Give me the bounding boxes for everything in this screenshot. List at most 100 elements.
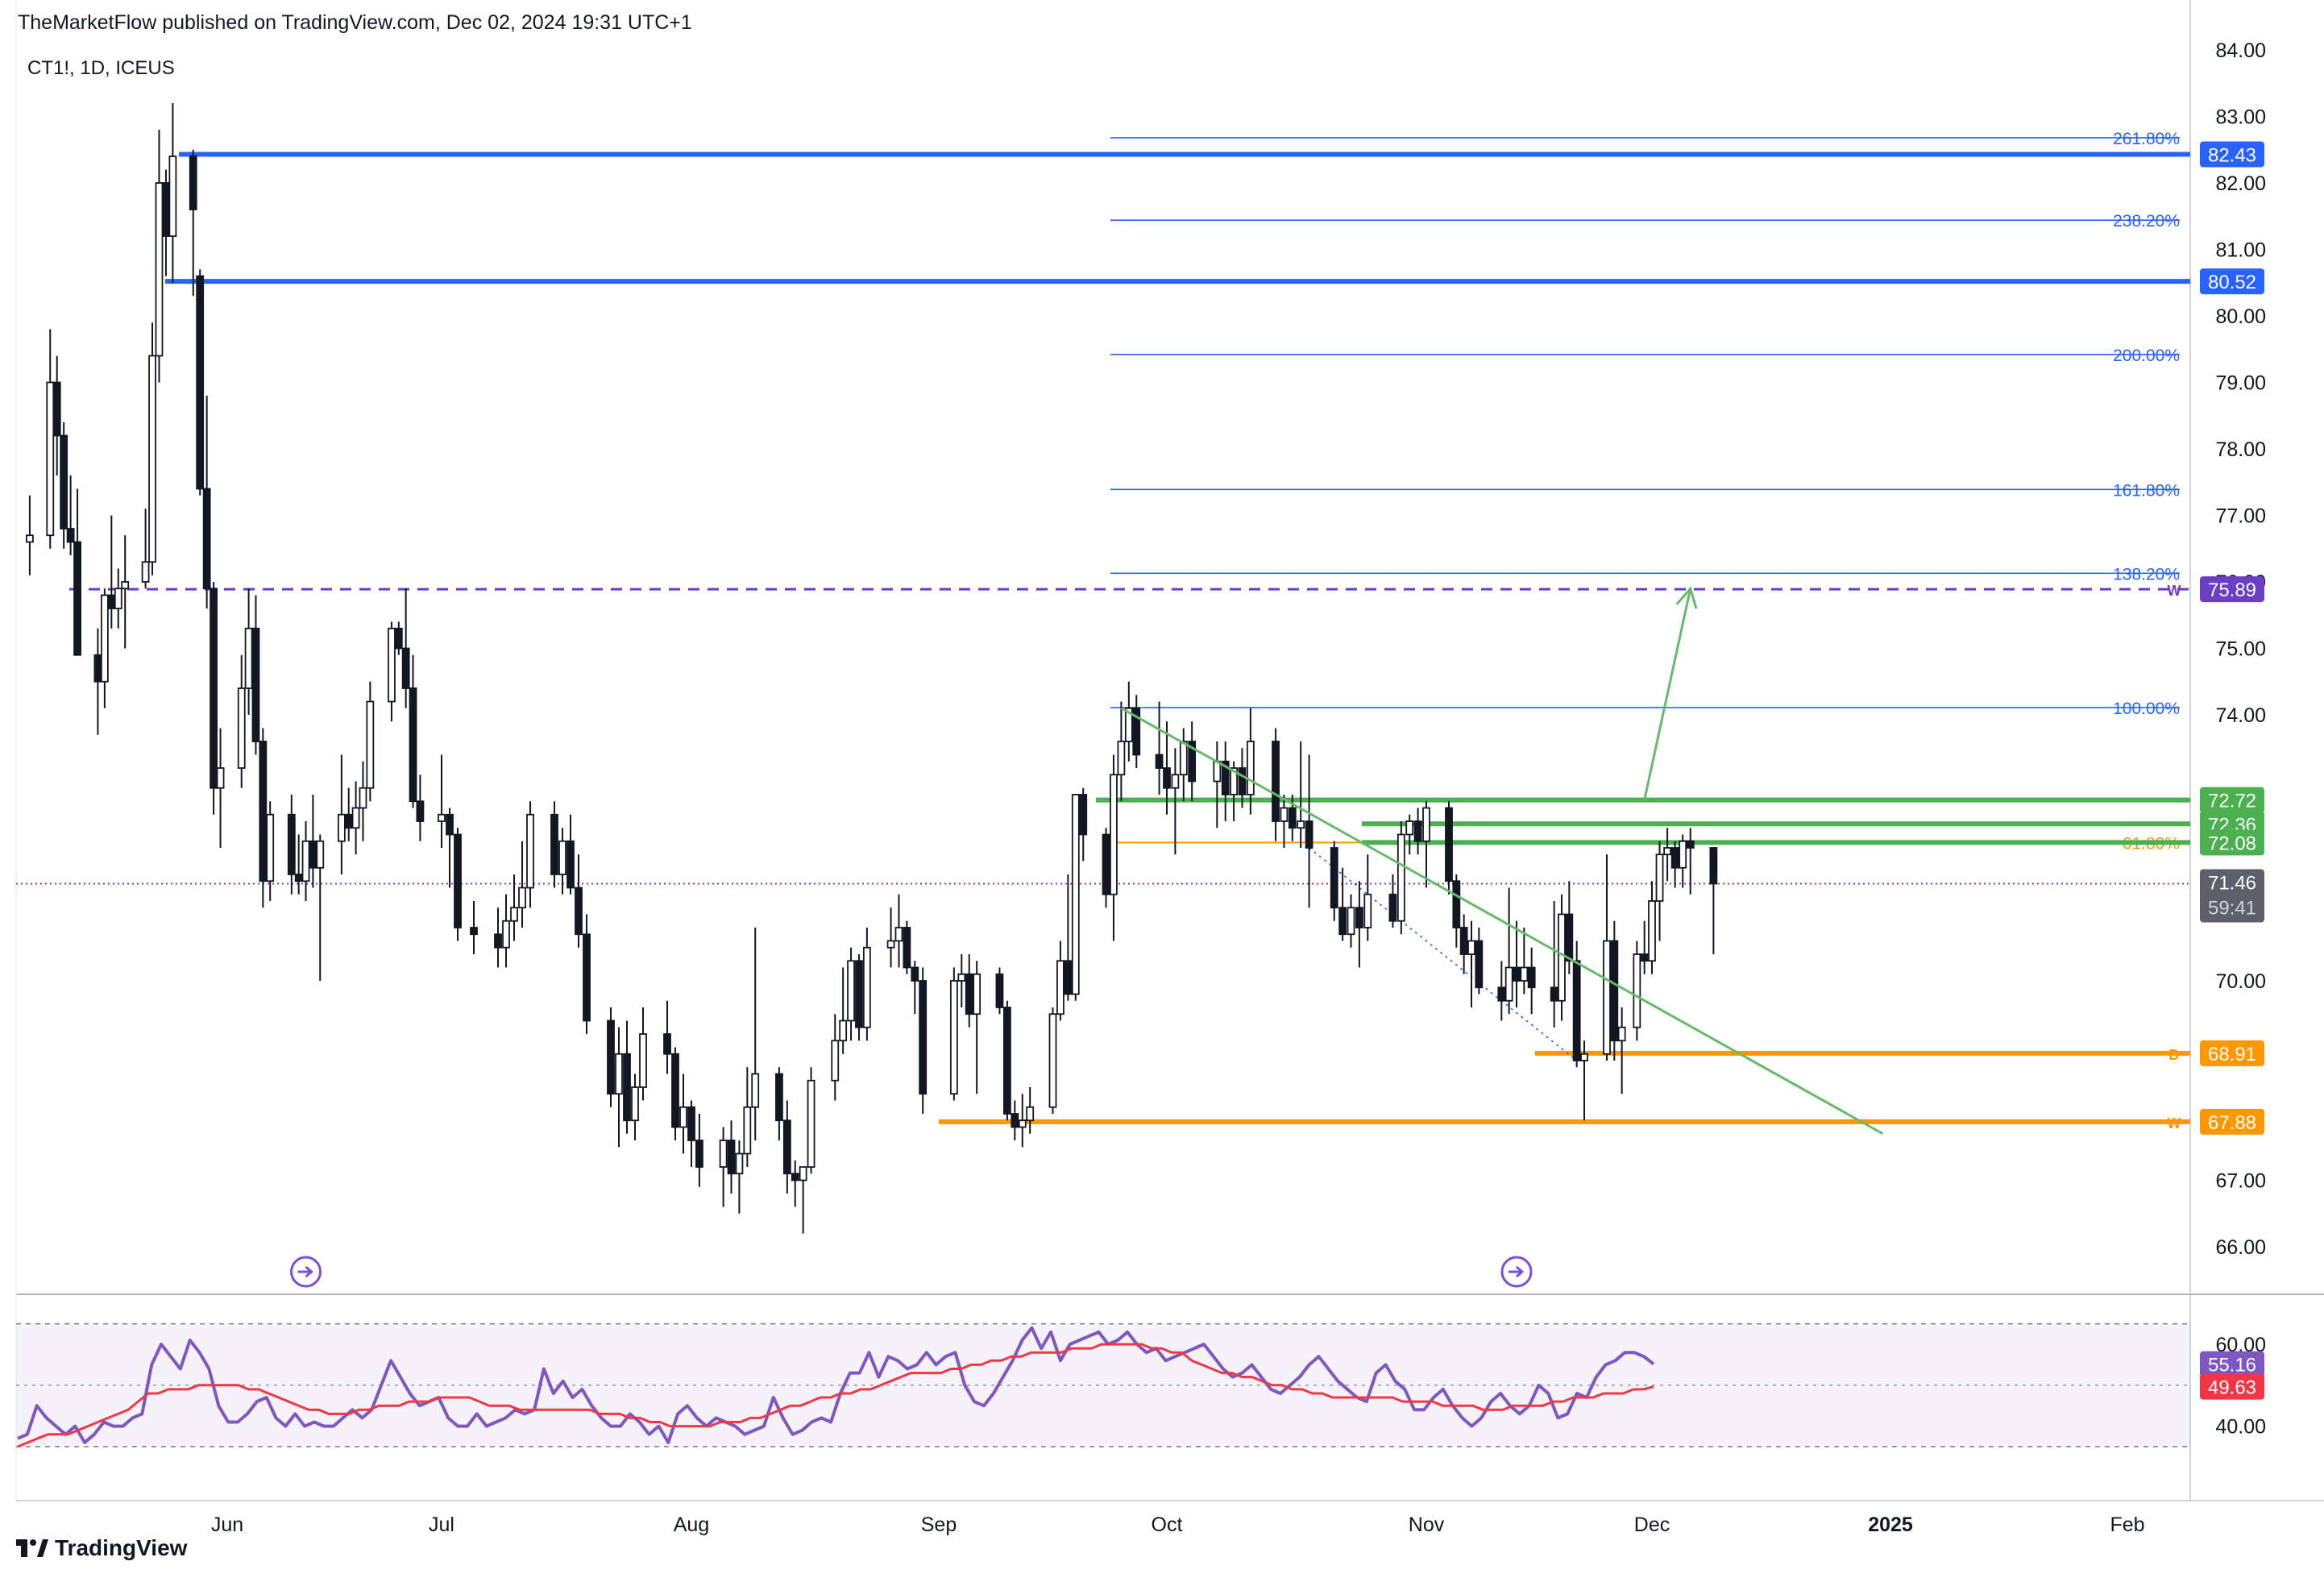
candle[interactable] — [1520, 928, 1529, 995]
candle[interactable] — [775, 1067, 783, 1140]
candle[interactable] — [1655, 841, 1664, 941]
candle[interactable] — [575, 854, 583, 948]
candle[interactable] — [259, 728, 268, 908]
candle[interactable] — [1648, 881, 1656, 974]
candle[interactable] — [114, 568, 122, 629]
price-level-badge[interactable] — [2200, 1108, 2264, 1135]
candle[interactable] — [1011, 1100, 1019, 1141]
candle[interactable] — [695, 1114, 703, 1187]
candle[interactable] — [66, 475, 75, 555]
candle[interactable] — [791, 1160, 799, 1207]
candle[interactable] — [631, 1073, 639, 1141]
candle[interactable] — [1413, 808, 1422, 855]
candle[interactable] — [1475, 928, 1484, 995]
candle[interactable] — [566, 814, 575, 895]
candle[interactable] — [1048, 1007, 1057, 1114]
candle[interactable] — [60, 422, 68, 549]
candle[interactable] — [1163, 721, 1171, 815]
candle[interactable] — [287, 795, 296, 895]
event-marker-icon[interactable] — [1500, 1256, 1533, 1288]
last-price-badge[interactable] — [2200, 869, 2264, 923]
candle[interactable] — [1603, 854, 1611, 1061]
candle[interactable] — [502, 894, 510, 968]
candle[interactable] — [1504, 887, 1513, 1015]
candle[interactable] — [100, 588, 109, 708]
candle[interactable] — [607, 1007, 615, 1107]
price-level-badge[interactable] — [2200, 268, 2264, 295]
candle[interactable] — [957, 954, 966, 1007]
candle[interactable] — [510, 874, 518, 941]
candle[interactable] — [671, 1047, 679, 1141]
candle[interactable] — [1155, 701, 1164, 795]
candle[interactable] — [847, 947, 855, 1041]
candle[interactable] — [1132, 695, 1141, 768]
candle[interactable] — [1102, 828, 1110, 908]
candle[interactable] — [782, 1100, 791, 1194]
candle[interactable] — [359, 761, 367, 841]
candle[interactable] — [1467, 920, 1475, 1007]
candle[interactable] — [1405, 814, 1414, 855]
candle[interactable] — [1297, 741, 1305, 848]
candle[interactable] — [831, 1014, 840, 1101]
candle[interactable] — [855, 954, 863, 1041]
candle[interactable] — [1422, 801, 1430, 888]
candle[interactable] — [107, 515, 116, 629]
candle[interactable] — [1026, 1087, 1035, 1134]
candle[interactable] — [216, 728, 225, 849]
candle[interactable] — [294, 834, 303, 895]
rsi-value-badge[interactable] — [2200, 1373, 2264, 1400]
tradingview-brand[interactable]: TradingView — [16, 1535, 187, 1561]
candle[interactable] — [550, 801, 558, 888]
candle[interactable] — [141, 509, 150, 589]
candle[interactable] — [799, 1166, 807, 1234]
candle[interactable] — [839, 967, 848, 1054]
candle[interactable] — [162, 169, 170, 276]
candle[interactable] — [237, 654, 246, 788]
rsi-line[interactable] — [17, 1326, 1655, 1444]
candle[interactable] — [401, 588, 410, 708]
candle[interactable] — [1679, 834, 1687, 888]
candle[interactable] — [1663, 828, 1671, 882]
candle[interactable] — [1071, 794, 1080, 1001]
candle[interactable] — [1110, 754, 1118, 941]
candle[interactable] — [1452, 874, 1461, 948]
candle[interactable] — [366, 681, 375, 802]
candle[interactable] — [251, 595, 260, 755]
candle[interactable] — [266, 801, 275, 901]
candle[interactable] — [1686, 828, 1695, 895]
candle[interactable] — [518, 841, 526, 928]
candle[interactable] — [965, 954, 973, 1028]
candle[interactable] — [46, 329, 55, 549]
candle[interactable] — [1459, 914, 1468, 974]
candle[interactable] — [196, 269, 205, 496]
candle[interactable] — [735, 1140, 744, 1214]
candle[interactable] — [1670, 841, 1679, 888]
candle[interactable] — [679, 1073, 687, 1154]
candle[interactable] — [1709, 847, 1718, 954]
candle[interactable] — [1633, 941, 1641, 1041]
candle[interactable] — [639, 1007, 647, 1101]
candle[interactable] — [751, 928, 760, 1140]
projection-arrow-line[interactable] — [1643, 588, 1692, 800]
rsi-value-badge[interactable] — [2200, 1351, 2264, 1377]
candle[interactable] — [1347, 894, 1355, 948]
price-pane[interactable]: 261.80% 238.20% 200.00% 161.80% 138.20% 100.0… — [16, 103, 2190, 1288]
candle[interactable] — [1363, 854, 1372, 941]
candle[interactable] — [558, 828, 566, 895]
candle[interactable] — [1213, 741, 1222, 828]
candle[interactable] — [1288, 795, 1297, 841]
price-level-badge[interactable] — [2200, 141, 2264, 168]
candle[interactable] — [911, 961, 919, 1015]
candle[interactable] — [148, 322, 156, 575]
candle[interactable] — [1355, 881, 1363, 968]
candle[interactable] — [244, 588, 253, 715]
candle[interactable] — [1221, 741, 1230, 821]
candle[interactable] — [1572, 941, 1581, 1068]
candle[interactable] — [1497, 961, 1506, 1021]
candle[interactable] — [949, 967, 958, 1101]
candle[interactable] — [470, 901, 478, 954]
candle[interactable] — [1238, 748, 1247, 808]
rsi-signal-line[interactable] — [17, 1343, 1654, 1448]
candle[interactable] — [1580, 1040, 1588, 1121]
